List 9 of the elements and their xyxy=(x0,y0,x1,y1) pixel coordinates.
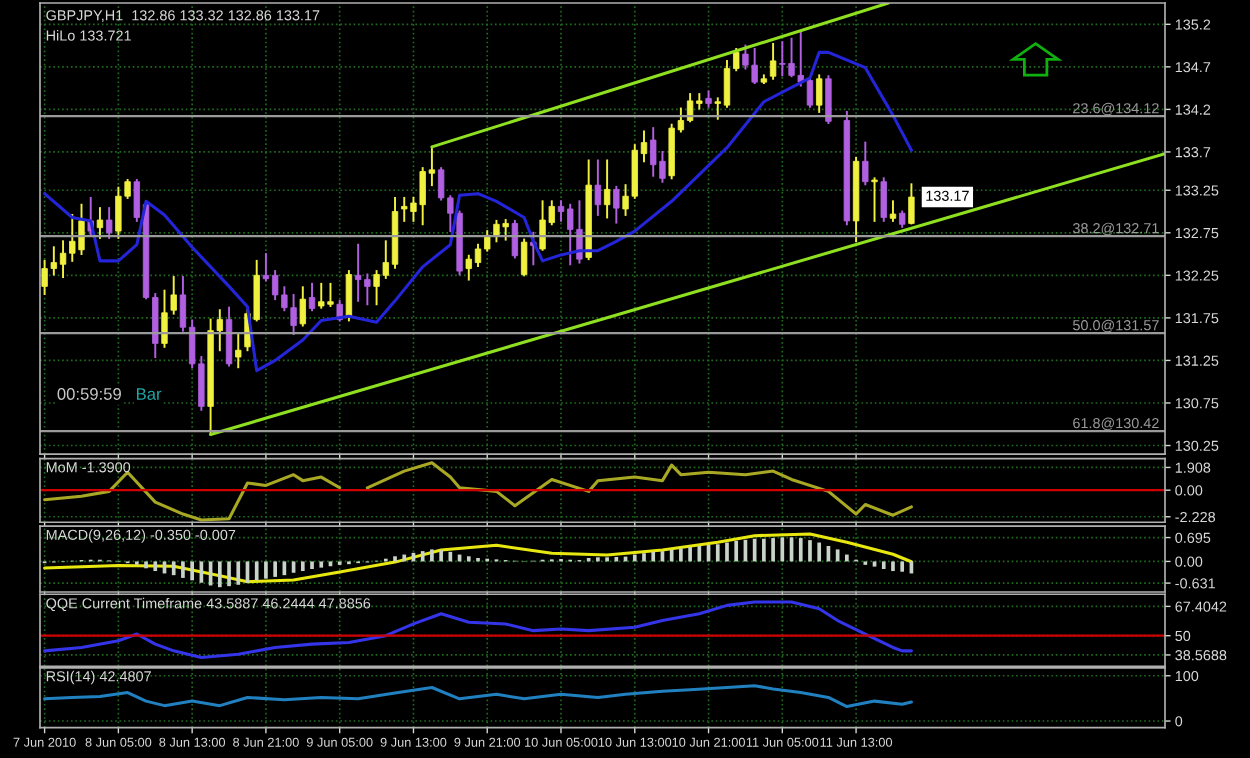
line-series xyxy=(43,684,913,709)
candlestick xyxy=(760,74,768,84)
line-series xyxy=(43,50,913,373)
line-series xyxy=(43,532,913,584)
candlestick xyxy=(871,177,878,222)
annotation: 00:59:59 xyxy=(57,388,121,400)
line-series xyxy=(43,600,913,660)
annotation: Bar xyxy=(136,388,162,400)
candlestick xyxy=(161,289,168,348)
